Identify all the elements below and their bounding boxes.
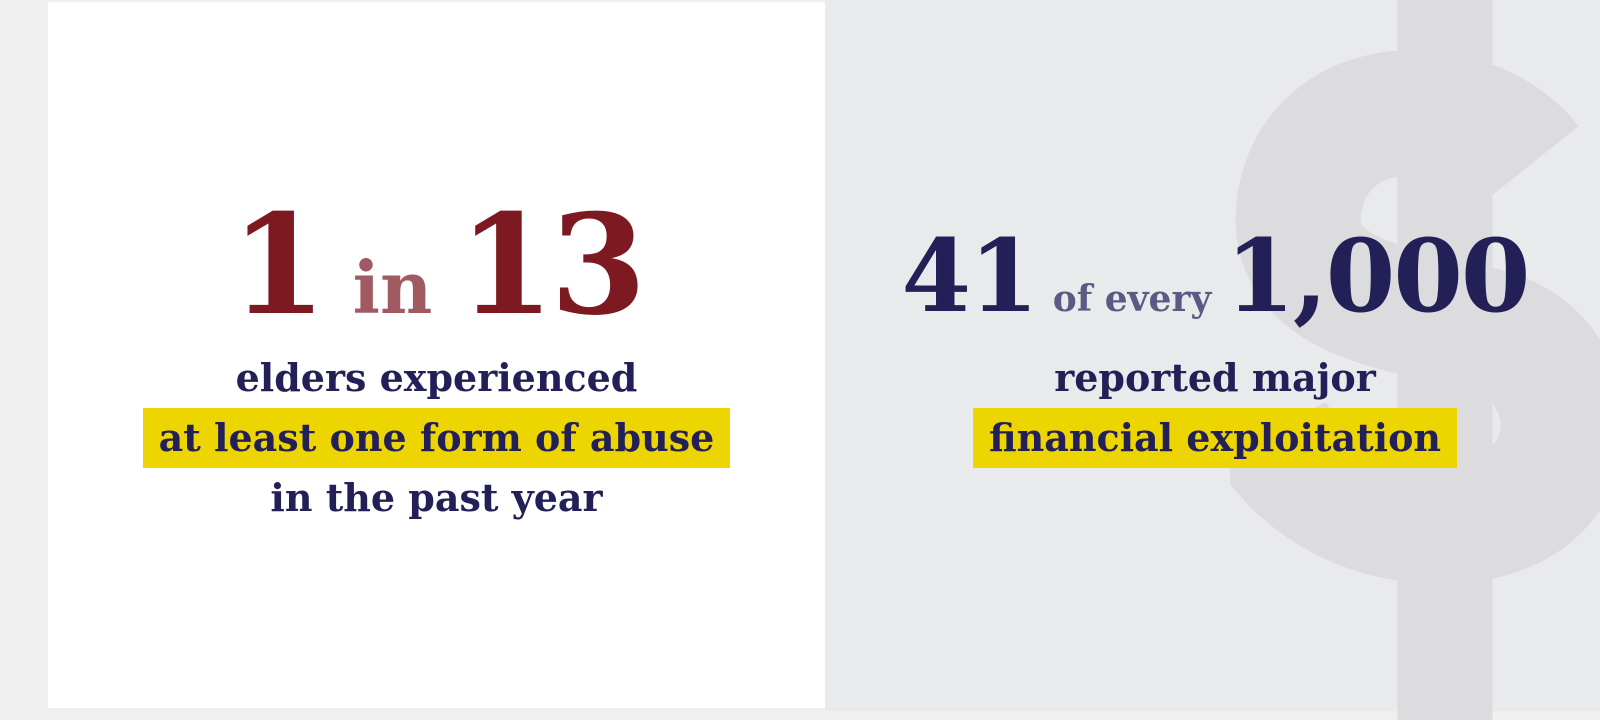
right-description: reported major financial exploitation	[900, 348, 1530, 468]
stat-connector-in: in	[352, 245, 433, 330]
stat-connector-of-every: of every	[1052, 278, 1212, 320]
stat-number-1000: 1,000	[1225, 217, 1530, 335]
right-line-2: financial exploitation	[900, 408, 1530, 468]
left-line-3: in the past year	[270, 475, 603, 520]
dollar-sign-icon	[1230, 0, 1600, 720]
stat-number-41: 41	[901, 217, 1039, 335]
left-description: elders experienced at least one form of …	[48, 348, 825, 528]
left-headline: 1 in 13	[48, 196, 825, 334]
right-headline: 41 of every 1,000	[900, 226, 1531, 326]
stat-number-13: 13	[458, 183, 646, 346]
left-highlight: at least one form of abuse	[142, 408, 731, 468]
left-line-2: at least one form of abuse	[48, 408, 825, 468]
left-line-1: elders experienced	[235, 355, 638, 400]
right-highlight: financial exploitation	[972, 408, 1458, 468]
left-panel	[48, 2, 825, 708]
stat-number-1: 1	[230, 183, 327, 346]
right-line-1: reported major	[1054, 355, 1376, 400]
